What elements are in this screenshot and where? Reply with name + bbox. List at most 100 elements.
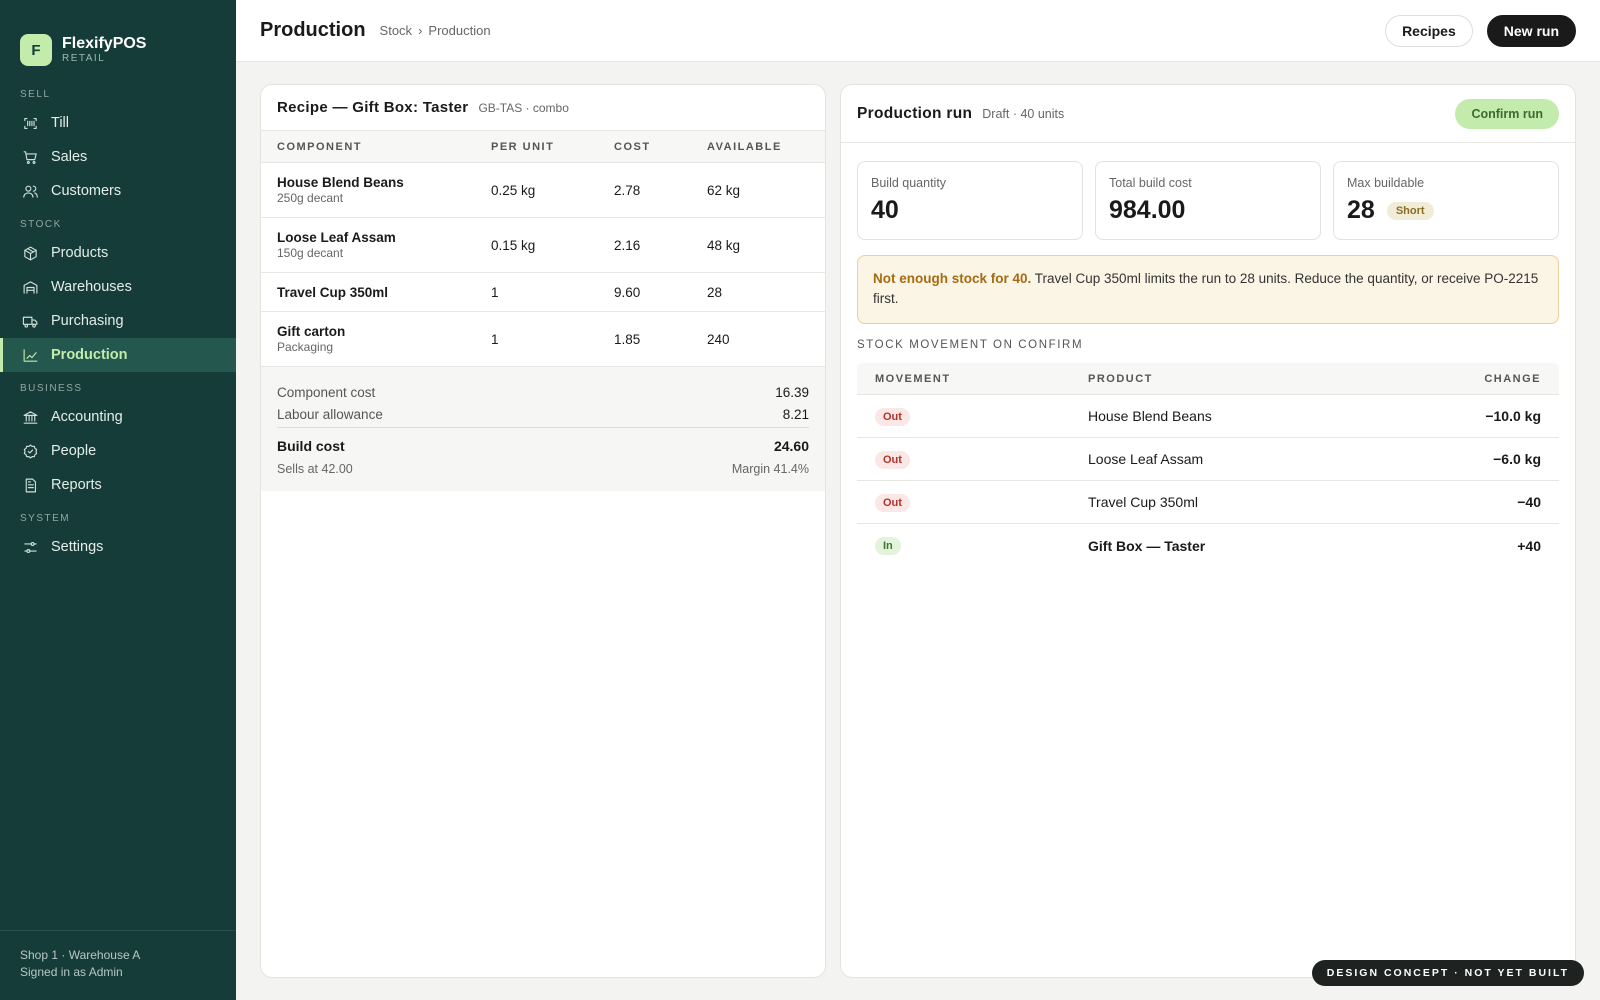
component-sub: Packaging xyxy=(277,340,334,354)
page-title: Production xyxy=(260,19,366,41)
max-buildable-card: Max buildable 28 Short xyxy=(1333,161,1559,240)
nav-section-stock: STOCK xyxy=(20,219,62,230)
table-row[interactable]: Loose Leaf Assam 150g decant 0.15 kg 2.16… xyxy=(261,218,825,273)
design-concept-badge: DESIGN CONCEPT · NOT YET BUILT xyxy=(1311,960,1584,986)
movement-tag: Out xyxy=(875,450,910,469)
sidebar-item-people[interactable]: People xyxy=(0,434,236,468)
movement-product: Loose Leaf Assam xyxy=(1088,451,1204,467)
sidebar-item-settings[interactable]: Settings xyxy=(0,530,236,564)
column-movement: MOVEMENT xyxy=(875,372,951,385)
per-unit-value: 0.15 kg xyxy=(491,237,536,253)
breadcrumb: Stock › Production xyxy=(380,23,491,38)
scan-icon xyxy=(24,117,37,129)
movement-change: +40 xyxy=(1517,537,1541,554)
available-value: 48 kg xyxy=(707,237,741,253)
summary-divider xyxy=(277,427,809,428)
status-badge: Short xyxy=(1386,201,1434,220)
sidebar-item-label: Till xyxy=(51,115,69,131)
factory-icon xyxy=(23,348,38,362)
brand-logo: F xyxy=(20,34,52,66)
movement-product: Gift Box — Taster xyxy=(1088,537,1206,554)
column-available: AVAILABLE xyxy=(707,140,782,153)
cart-icon xyxy=(23,150,37,164)
sliders-icon xyxy=(24,541,37,553)
build-quantity-label: Build quantity xyxy=(871,176,947,190)
labour-value: 8.21 xyxy=(782,406,809,422)
movement-product: Travel Cup 350ml xyxy=(1088,494,1198,510)
breadcrumb-stock[interactable]: Stock xyxy=(379,23,413,38)
per-unit-value: 1 xyxy=(491,331,499,347)
movement-tag: Out xyxy=(875,493,910,512)
sidebar-item-label: Sales xyxy=(51,149,88,165)
brand-name: FlexifyPOS xyxy=(62,35,147,52)
table-row[interactable]: House Blend Beans 250g decant 0.25 kg 2.7… xyxy=(261,163,825,218)
margin: Margin 41.4% xyxy=(731,462,809,476)
build-quantity-value: 40 xyxy=(871,196,899,224)
sidebar-item-sales[interactable]: Sales xyxy=(0,140,236,174)
max-buildable-label: Max buildable xyxy=(1347,176,1425,190)
new-run-button[interactable]: New run xyxy=(1486,14,1576,47)
movement-change: −10.0 kg xyxy=(1485,408,1541,424)
table-row[interactable]: Travel Cup 350ml 1 9.60 28 xyxy=(261,273,825,312)
sidebar-item-till[interactable]: Till xyxy=(0,106,236,140)
sidebar-item-label: Purchasing xyxy=(51,313,124,329)
sidebar-item-purchasing[interactable]: Purchasing xyxy=(0,304,236,338)
sidebar: F FlexifyPOS RETAIL SELL Till Sales Cust… xyxy=(0,0,236,1000)
sidebar-item-customers[interactable]: Customers xyxy=(0,174,236,208)
component-name: House Blend Beans xyxy=(277,175,404,190)
recipe-panel: Recipe — Gift Box: Taster GB-TAS · combo… xyxy=(260,84,826,978)
movement-table-header: MOVEMENT PRODUCT CHANGE xyxy=(857,363,1559,395)
table-row[interactable]: Out Loose Leaf Assam −6.0 kg xyxy=(857,438,1559,481)
available-value: 240 xyxy=(707,331,730,347)
build-cost-value: 24.60 xyxy=(773,438,809,454)
table-row[interactable]: Out House Blend Beans −10.0 kg xyxy=(857,395,1559,438)
sidebar-item-label: Settings xyxy=(51,539,104,555)
run-stats: Build quantity 40 Total build cost 984.0… xyxy=(841,143,1575,240)
movement-tag: In xyxy=(875,537,901,555)
sidebar-item-label: Accounting xyxy=(51,409,123,425)
price-margin-line: Sells at 42.00 Margin 41.4% xyxy=(277,458,809,480)
sidebar-item-production[interactable]: Production xyxy=(0,338,236,372)
available-value: 62 kg xyxy=(707,182,741,198)
box-icon xyxy=(24,246,37,260)
sidebar-item-warehouses[interactable]: Warehouses xyxy=(0,270,236,304)
recipe-meta: GB-TAS · combo xyxy=(478,100,569,115)
report-icon xyxy=(25,478,37,492)
sidebar-item-products[interactable]: Products xyxy=(0,236,236,270)
build-cost-label: Build cost xyxy=(277,438,345,454)
warehouse-icon xyxy=(23,280,38,294)
recipe-title: Recipe — Gift Box: Taster xyxy=(277,99,469,116)
sells-at: Sells at 42.00 xyxy=(277,462,353,476)
table-row[interactable]: In Gift Box — Taster +40 xyxy=(857,524,1559,567)
badge-icon xyxy=(23,444,38,458)
recipes-button[interactable]: Recipes xyxy=(1385,14,1473,47)
brand-sub: RETAIL xyxy=(62,53,106,64)
cost-summary: Component cost 16.39 Labour allowance 8.… xyxy=(261,367,825,491)
table-row[interactable]: Out Travel Cup 350ml −40 xyxy=(857,481,1559,524)
sidebar-footer: Shop 1 · Warehouse A Signed in as Admin xyxy=(0,930,236,1000)
nav-section-business: BUSINESS xyxy=(20,383,83,394)
recipe-header: Recipe — Gift Box: Taster GB-TAS · combo xyxy=(261,85,825,131)
run-title: Production run xyxy=(857,104,973,122)
sidebar-item-label: Production xyxy=(51,347,128,363)
signed-in-user: Signed in as Admin xyxy=(20,965,123,979)
labour-line: Labour allowance 8.21 xyxy=(277,403,809,425)
breadcrumb-separator: › xyxy=(418,23,423,38)
movement-section-title: STOCK MOVEMENT ON CONFIRM xyxy=(857,339,1084,351)
table-row[interactable]: Gift carton Packaging 1 1.85 240 xyxy=(261,312,825,367)
confirm-run-button[interactable]: Confirm run xyxy=(1455,98,1559,129)
component-cost-line: Component cost 16.39 xyxy=(277,381,809,403)
total-build-cost-label: Total build cost xyxy=(1109,176,1192,190)
nav-section-sell: SELL xyxy=(20,89,51,100)
run-meta: Draft · 40 units xyxy=(982,106,1065,121)
build-quantity-card[interactable]: Build quantity 40 xyxy=(857,161,1083,240)
cost-value: 2.78 xyxy=(614,182,641,198)
bank-icon xyxy=(23,410,38,424)
sidebar-item-accounting[interactable]: Accounting xyxy=(0,400,236,434)
sidebar-item-reports[interactable]: Reports xyxy=(0,468,236,502)
column-product: PRODUCT xyxy=(1088,372,1153,385)
column-component: COMPONENT xyxy=(277,140,362,153)
movement-table: MOVEMENT PRODUCT CHANGE Out House Blend … xyxy=(857,363,1559,567)
nav-section-system: SYSTEM xyxy=(20,513,71,524)
brand[interactable]: F FlexifyPOS RETAIL xyxy=(0,0,236,78)
